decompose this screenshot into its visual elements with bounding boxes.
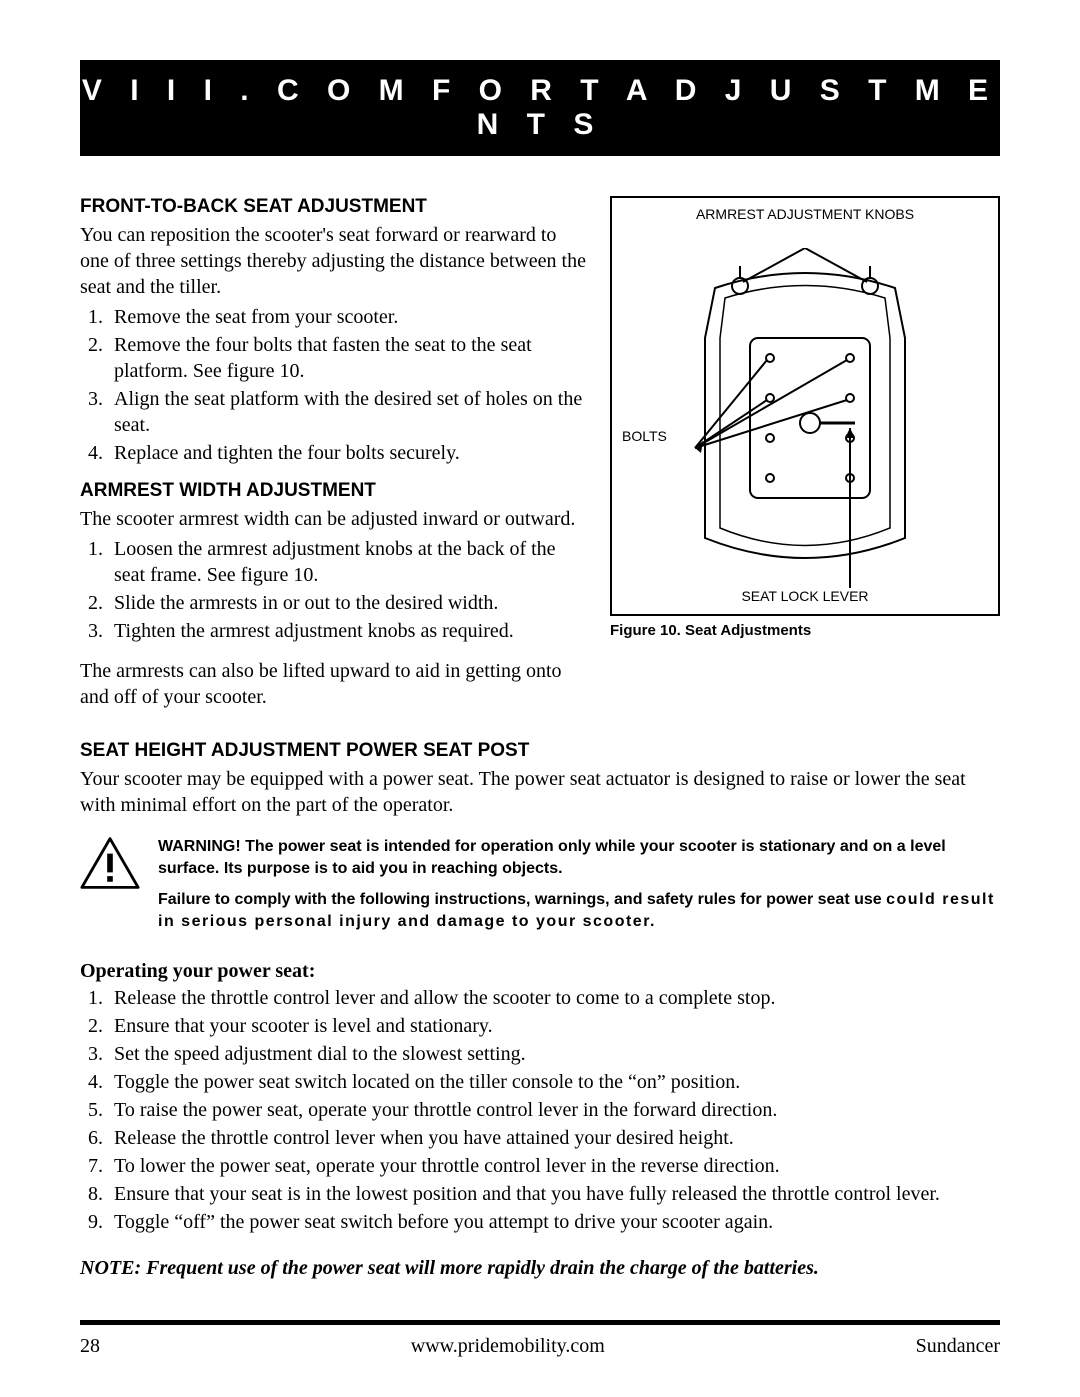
list-item: Slide the armrests in or out to the desi… bbox=[108, 590, 590, 616]
figure-10-caption: Figure 10. Seat Adjustments bbox=[610, 622, 1000, 639]
list-item: Remove the seat from your scooter. bbox=[108, 304, 590, 330]
warning-p2a: Failure to comply with the following ins… bbox=[158, 891, 886, 908]
heading-front-to-back: FRONT-TO-BACK SEAT ADJUSTMENT bbox=[80, 196, 590, 218]
list-item: Ensure that your scooter is level and st… bbox=[108, 1013, 1000, 1039]
steps-armrest: Loosen the armrest adjustment knobs at t… bbox=[108, 536, 590, 644]
intro-armrest: The scooter armrest width can be adjuste… bbox=[80, 506, 590, 532]
list-item: Replace and tighten the four bolts secur… bbox=[108, 440, 590, 466]
list-item: Align the seat platform with the desired… bbox=[108, 386, 590, 438]
steps-front-to-back: Remove the seat from your scooter. Remov… bbox=[108, 304, 590, 466]
list-item: Set the speed adjustment dial to the slo… bbox=[108, 1041, 1000, 1067]
warning-lead: WARNING! bbox=[158, 838, 245, 855]
list-item: Ensure that your seat is in the lowest p… bbox=[108, 1181, 1000, 1207]
list-item: Remove the four bolts that fasten the se… bbox=[108, 332, 590, 384]
list-item: Release the throttle control lever and a… bbox=[108, 985, 1000, 1011]
list-item: To lower the power seat, operate your th… bbox=[108, 1153, 1000, 1179]
list-item: Release the throttle control lever when … bbox=[108, 1125, 1000, 1151]
steps-operating: Release the throttle control lever and a… bbox=[108, 985, 1000, 1235]
heading-seat-height: SEAT HEIGHT ADJUSTMENT POWER SEAT POST bbox=[80, 740, 1000, 762]
trailer-armrest: The armrests can also be lifted upward t… bbox=[80, 658, 590, 710]
footer-url: www.pridemobility.com bbox=[411, 1335, 605, 1358]
heading-armrest: ARMREST WIDTH ADJUSTMENT bbox=[80, 480, 590, 502]
two-column-layout: FRONT-TO-BACK SEAT ADJUSTMENT You can re… bbox=[80, 196, 1000, 714]
warning-block: WARNING! The power seat is intended for … bbox=[80, 836, 1000, 942]
list-item: Toggle the power seat switch located on … bbox=[108, 1069, 1000, 1095]
list-item: Toggle “off” the power seat switch befor… bbox=[108, 1209, 1000, 1235]
figure-10-box: ARMREST ADJUSTMENT KNOBS BOLTS SEAT LOCK… bbox=[610, 196, 1000, 616]
footer-model: Sundancer bbox=[916, 1335, 1000, 1358]
warning-text: WARNING! The power seat is intended for … bbox=[158, 836, 1000, 942]
page-footer: 28 www.pridemobility.com Sundancer bbox=[80, 1320, 1000, 1358]
seat-adjustments-diagram bbox=[655, 248, 955, 588]
intro-seat-height: Your scooter may be equipped with a powe… bbox=[80, 766, 1000, 818]
left-column: FRONT-TO-BACK SEAT ADJUSTMENT You can re… bbox=[80, 196, 590, 714]
note-text: NOTE: Frequent use of the power seat wil… bbox=[80, 1257, 1000, 1280]
list-item: Loosen the armrest adjustment knobs at t… bbox=[108, 536, 590, 588]
right-column: ARMREST ADJUSTMENT KNOBS BOLTS SEAT LOCK… bbox=[610, 196, 1000, 714]
warning-triangle-icon bbox=[80, 836, 140, 890]
list-item: Tighten the armrest adjustment knobs as … bbox=[108, 618, 590, 644]
section-header: V I I I . C O M F O R T A D J U S T M E … bbox=[80, 60, 1000, 156]
figure-label-lever: SEAT LOCK LEVER bbox=[612, 588, 998, 604]
warning-p1: The power seat is intended for operation… bbox=[158, 838, 946, 877]
list-item: To raise the power seat, operate your th… bbox=[108, 1097, 1000, 1123]
intro-front-to-back: You can reposition the scooter's seat fo… bbox=[80, 222, 590, 300]
figure-label-knobs: ARMREST ADJUSTMENT KNOBS bbox=[612, 206, 998, 222]
heading-operating: Operating your power seat: bbox=[80, 960, 1000, 983]
page-number: 28 bbox=[80, 1335, 100, 1358]
